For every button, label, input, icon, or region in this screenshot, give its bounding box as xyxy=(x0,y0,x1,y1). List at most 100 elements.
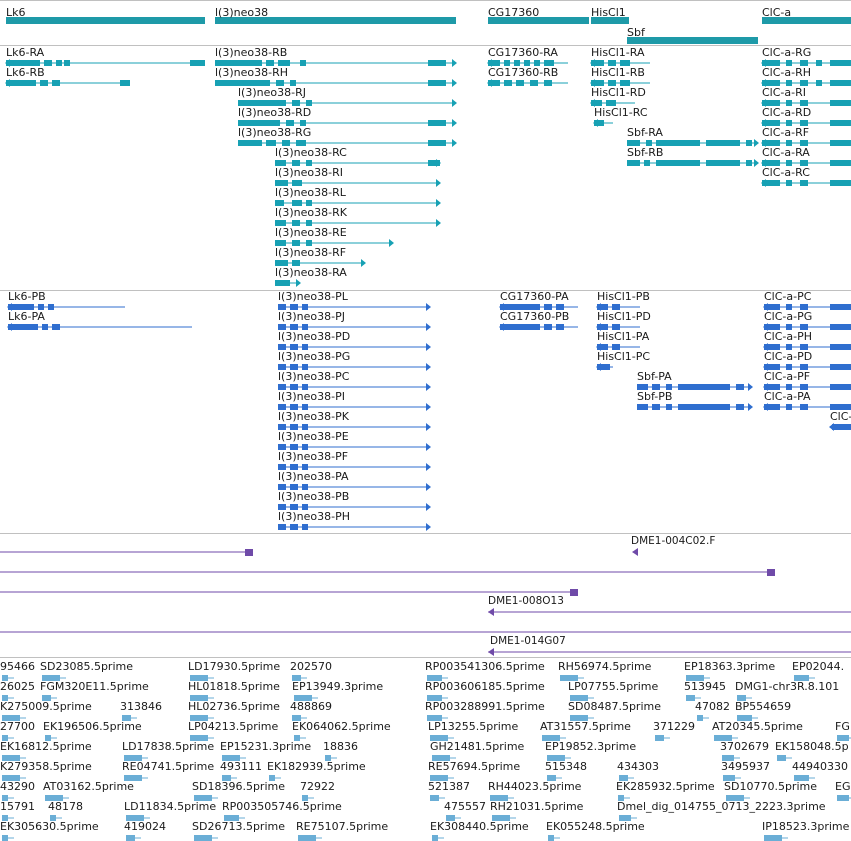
read-label[interactable]: Dmel_dig_014755_0713_2223.3prime xyxy=(617,800,826,813)
read-label[interactable]: EP18363.3prime xyxy=(684,660,776,673)
read-label[interactable]: SD18396.5prime xyxy=(192,780,285,793)
read-label[interactable]: 47082 xyxy=(695,700,730,713)
read-label[interactable]: LD17838.5prime xyxy=(122,740,215,753)
transcript-label[interactable]: l(3)neo38-PC xyxy=(278,370,350,383)
transcript-label[interactable]: ClC-a-PH xyxy=(764,330,813,343)
transcript-label[interactable]: ClC-a-PC xyxy=(764,290,812,303)
transcript-label[interactable]: HisCl1-RA xyxy=(591,46,645,59)
read-label[interactable]: 72922 xyxy=(300,780,335,793)
read-label[interactable]: EP19852.3prime xyxy=(545,740,637,753)
transcript-label[interactable]: ClC-a-RF xyxy=(762,126,810,139)
read-label[interactable]: 513945 xyxy=(684,680,726,693)
read-label[interactable]: 44940330 xyxy=(792,760,848,773)
read-label[interactable]: RP003288991.5prime xyxy=(425,700,545,713)
transcript-label[interactable]: ClC-a-PD xyxy=(764,350,813,363)
read-label[interactable]: EK305630.5prime xyxy=(0,820,99,833)
read-label[interactable]: RP003541306.5prime xyxy=(425,660,545,673)
transcript-label[interactable]: Sbf-PA xyxy=(637,370,672,383)
read-label[interactable]: SD26713.5prime xyxy=(192,820,285,833)
read-label[interactable]: 488869 xyxy=(290,700,332,713)
transcript-label[interactable]: ClC-a-RC xyxy=(762,166,810,179)
read-label[interactable]: 475557 xyxy=(444,800,486,813)
transcript-label[interactable]: ClC-a-PG xyxy=(764,310,813,323)
read-label[interactable]: 434303 xyxy=(617,760,659,773)
read-label[interactable]: RH21031.5prime xyxy=(490,800,584,813)
read-label[interactable]: EG xyxy=(835,780,851,793)
transcript-label[interactable]: ClC-a-RA xyxy=(762,146,810,159)
transcript-label[interactable]: Sbf-PB xyxy=(637,390,673,403)
read-label[interactable]: 43290 xyxy=(0,780,35,793)
read-label[interactable]: AT03162.5prime xyxy=(43,780,134,793)
transcript-label[interactable]: l(3)neo38-PI xyxy=(278,390,345,403)
transcript-label[interactable]: CG17360-PB xyxy=(500,310,570,323)
gene-label[interactable]: l(3)neo38 xyxy=(215,6,269,19)
read-label[interactable]: EK182939.5prime xyxy=(267,760,366,773)
transcript-label[interactable]: Lk6-PB xyxy=(8,290,46,303)
transcript-label[interactable]: Lk6-RA xyxy=(6,46,45,59)
gene-label[interactable]: ClC-a xyxy=(762,6,792,19)
read-label[interactable]: 419024 xyxy=(124,820,166,833)
transcript-label[interactable]: HisCl1-RB xyxy=(591,66,645,79)
read-label[interactable]: EK285932.5prime xyxy=(616,780,715,793)
transcript-label[interactable]: l(3)neo38-RC xyxy=(275,146,347,159)
transcript-label[interactable]: l(3)neo38-PE xyxy=(278,430,349,443)
transcript-label[interactable]: Sbf-RA xyxy=(627,126,663,139)
read-label[interactable]: 3702679 xyxy=(720,740,769,753)
read-label[interactable]: 202570 xyxy=(290,660,332,673)
read-label[interactable]: HL01818.5prime xyxy=(188,680,280,693)
read-label[interactable]: DMG1-chr3R.8.101 xyxy=(735,680,840,693)
transcript-label[interactable]: CG17360-RB xyxy=(488,66,559,79)
transcript-label[interactable]: CG17360-RA xyxy=(488,46,558,59)
read-label[interactable]: FGM320E11.5prime xyxy=(40,680,149,693)
read-label[interactable]: EP15231.3prime xyxy=(220,740,312,753)
read-label[interactable]: 313846 xyxy=(120,700,162,713)
transcript-label[interactable]: l(3)neo38-PK xyxy=(278,410,349,423)
read-label[interactable]: RE75107.5prime xyxy=(296,820,389,833)
read-label[interactable]: SD23085.5prime xyxy=(40,660,133,673)
transcript-label[interactable]: l(3)neo38-RI xyxy=(275,166,343,179)
read-label[interactable]: IP18523.3prime xyxy=(762,820,850,833)
transcript-label[interactable]: l(3)neo38-PL xyxy=(278,290,348,303)
read-label[interactable]: EK064062.5prime xyxy=(292,720,391,733)
read-label[interactable]: SD10770.5prime xyxy=(724,780,817,793)
read-label[interactable]: RH44023.5prime xyxy=(488,780,582,793)
transcript-label[interactable]: l(3)neo38-RE xyxy=(275,226,347,239)
transcript-label[interactable]: l(3)neo38-PB xyxy=(278,490,350,503)
transcript-label[interactable]: l(3)neo38-PH xyxy=(278,510,350,523)
transcript-label[interactable]: HisCl1-PB xyxy=(597,290,650,303)
transcript-label[interactable]: Sbf-RB xyxy=(627,146,664,159)
transcript-label[interactable]: l(3)neo38-RD xyxy=(238,106,312,119)
read-label[interactable]: HL02736.5prime xyxy=(188,700,280,713)
read-label[interactable]: LD11834.5prime xyxy=(124,800,217,813)
read-label[interactable]: K279358.5prime xyxy=(0,760,92,773)
transcript-label[interactable]: HisCl1-RD xyxy=(591,86,646,99)
read-label[interactable]: RP003505746.5prime xyxy=(222,800,342,813)
transcript-label[interactable]: l(3)neo38-RB xyxy=(215,46,288,59)
read-label[interactable]: BP554659 xyxy=(735,700,792,713)
read-label[interactable]: 371229 xyxy=(653,720,695,733)
transcript-label[interactable]: l(3)neo38-PG xyxy=(278,350,351,363)
read-label[interactable]: 95466 xyxy=(0,660,35,673)
read-label[interactable]: EP13949.3prime xyxy=(292,680,384,693)
read-label[interactable]: SD08487.5prime xyxy=(568,700,661,713)
read-label[interactable]: 521387 xyxy=(428,780,470,793)
est-label[interactable]: DME1-004C02.F xyxy=(631,535,716,547)
read-label[interactable]: LP04213.5prime xyxy=(188,720,279,733)
transcript-label[interactable]: HisCl1-PA xyxy=(597,330,650,343)
transcript-label[interactable]: l(3)neo38-RF xyxy=(275,246,347,259)
read-label[interactable]: EK16812.5prime xyxy=(0,740,92,753)
read-label[interactable]: K275009.5prime xyxy=(0,700,92,713)
gene-label[interactable]: CG17360 xyxy=(488,6,540,19)
transcript-label[interactable]: HisCl1-PD xyxy=(597,310,651,323)
read-label[interactable]: 48178 xyxy=(48,800,83,813)
read-label[interactable]: 515348 xyxy=(545,760,587,773)
transcript-label[interactable]: l(3)neo38-PJ xyxy=(278,310,345,323)
transcript-label[interactable]: l(3)neo38-RK xyxy=(275,206,347,219)
transcript-label[interactable]: ClC-a-RD xyxy=(762,106,812,119)
transcript-label[interactable]: ClC-a-PF xyxy=(764,370,811,383)
read-label[interactable]: EK055248.5prime xyxy=(546,820,645,833)
transcript-label[interactable]: l(3)neo38-RH xyxy=(215,66,288,79)
transcript-label[interactable]: HisCl1-RC xyxy=(594,106,648,119)
read-label[interactable]: 493111 xyxy=(220,760,262,773)
read-label[interactable]: 3495937 xyxy=(721,760,770,773)
